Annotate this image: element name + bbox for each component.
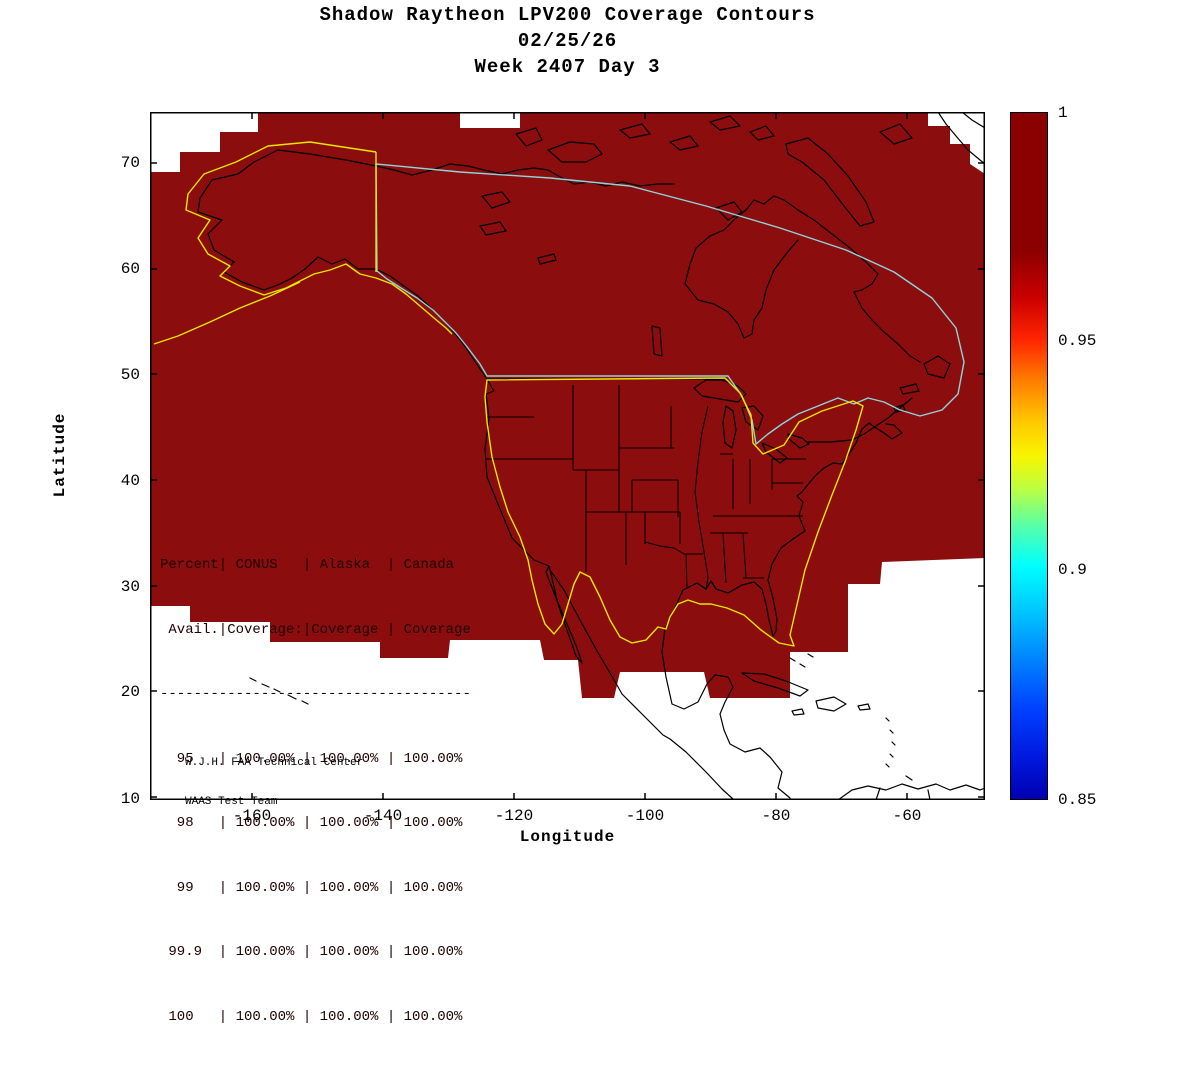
alaska-contour-path — [185, 141, 453, 335]
y-tick-50: 50 — [120, 366, 140, 384]
lake-huron — [741, 405, 764, 431]
y-axis-label: Latitude — [51, 412, 69, 498]
hawaii-islands — [249, 677, 309, 705]
table-row: 98 | 100.00% | 100.00% | 100.00% — [160, 815, 463, 831]
conus-contour — [484, 377, 864, 647]
table-header-row: Percent| CONUS | Alaska | Canada — [160, 557, 455, 573]
y-tick-60: 60 — [120, 260, 140, 278]
conus-contour-path — [484, 377, 864, 647]
lake-winnipeg — [651, 325, 663, 357]
great-slave-lake — [479, 221, 507, 236]
credit-line-1: W.J.H. FAA Technical Center — [185, 757, 364, 769]
coastline-mexico-east — [661, 628, 791, 799]
anticosti-island — [899, 383, 920, 395]
table-row: 95 | 100.00% | 100.00% | 100.00% — [160, 750, 463, 767]
y-tick-20: 20 — [120, 683, 140, 701]
x-tick--100: -100 — [625, 807, 665, 825]
figure-canvas: Shadow Raytheon LPV200 Coverage Contours… — [51, 2, 1097, 1025]
x-tick--60: -60 — [892, 807, 922, 825]
jamaica — [791, 708, 805, 716]
newfoundland — [923, 355, 951, 379]
banks-island — [515, 127, 543, 147]
lesser-antilles — [885, 717, 913, 781]
plot-frame — [150, 112, 985, 800]
coastline-gulf-east — [664, 422, 903, 637]
lake-michigan — [722, 405, 737, 449]
plot-area — [150, 112, 985, 800]
table-header-row: Avail.|Coverage:|Coverage | Coverage — [160, 621, 471, 638]
axes-frame — [150, 112, 985, 800]
hispaniola — [815, 696, 847, 712]
y-tick-10: 10 — [120, 790, 140, 808]
table-row: 99.9 | 100.00% | 100.00% | 100.00% — [160, 944, 463, 960]
southampton-island — [715, 201, 743, 221]
coastline-mexico-west — [549, 569, 735, 800]
arctic-islands — [619, 115, 913, 151]
y-tick-70: 70 — [120, 154, 140, 172]
y-tick-30: 30 — [120, 578, 140, 596]
table-row: 99 | 100.00% | 100.00% | 100.00% — [160, 879, 463, 896]
x-tick--140: -140 — [363, 807, 403, 825]
table-row: 100 | 100.00% | 100.00% | 100.00% — [160, 1008, 463, 1025]
x-tick-marks — [251, 112, 908, 800]
colorbar-tick-0.95: 0.95 — [1058, 332, 1097, 350]
state-borders — [486, 385, 806, 591]
credit-line-2: WAAS Test Team — [185, 796, 278, 808]
title-block: Shadow Raytheon LPV200 Coverage Contours… — [150, 2, 985, 80]
south-america-coast — [837, 783, 985, 800]
victoria-island — [547, 141, 603, 163]
colorbar-tick-0.9: 0.9 — [1058, 561, 1087, 579]
title-date: 02/25/26 — [517, 30, 618, 52]
x-tick--160: -160 — [232, 807, 272, 825]
coastlines — [197, 112, 985, 800]
canada-contour-path — [375, 163, 965, 445]
alaska-contour — [153, 141, 453, 345]
page-title: Shadow Raytheon LPV200 Coverage Contours — [319, 4, 816, 26]
credit-text: W.J.H. FAA Technical Center WAAS Test Te… — [185, 731, 363, 835]
x-tick--80: -80 — [761, 807, 791, 825]
greenland-coast — [937, 112, 985, 165]
nova-scotia-pei — [893, 404, 906, 413]
bahamas — [789, 653, 814, 668]
colorbar-tick-1: 1 — [1058, 104, 1068, 122]
colorbar-gradient — [1011, 113, 1047, 799]
y-tick-40: 40 — [120, 472, 140, 490]
x-axis-label: Longitude — [519, 828, 616, 846]
great-bear-lake — [481, 191, 511, 209]
cuba — [741, 672, 809, 697]
colorbar — [1010, 112, 1048, 800]
lake-athabasca — [537, 253, 557, 265]
puerto-rico — [857, 703, 871, 711]
baffin-island — [785, 137, 875, 227]
hudson-bay — [684, 195, 921, 363]
coastline-alaska — [197, 149, 377, 291]
colorbar-tick-0.85: 0.85 — [1058, 791, 1097, 809]
coverage-region — [150, 112, 985, 698]
aleutian-contour-path — [153, 281, 301, 345]
table-divider: ------------------------------------- — [160, 686, 471, 702]
canada-contour — [375, 163, 965, 445]
lake-superior — [693, 379, 747, 403]
lake-erie — [761, 442, 788, 464]
x-tick--120: -120 — [494, 807, 534, 825]
title-week-day: Week 2407 Day 3 — [474, 56, 661, 78]
y-tick-marks — [150, 162, 985, 798]
